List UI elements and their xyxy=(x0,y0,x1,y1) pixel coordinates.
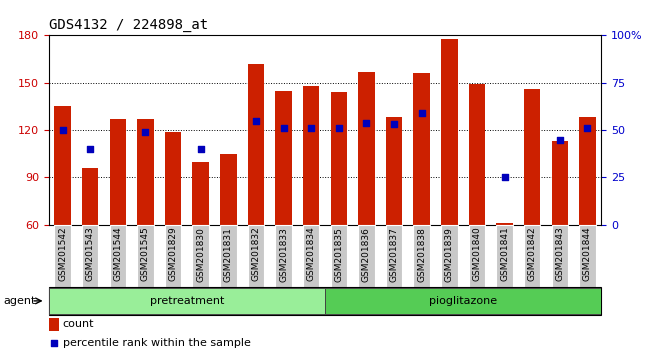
Text: GSM201842: GSM201842 xyxy=(528,227,537,281)
Point xyxy=(251,118,261,124)
Text: GSM201840: GSM201840 xyxy=(473,227,482,281)
Text: pretreatment: pretreatment xyxy=(150,296,224,306)
Point xyxy=(278,125,289,131)
Bar xyxy=(49,318,58,331)
Bar xyxy=(165,132,181,225)
Bar xyxy=(551,225,568,287)
Bar xyxy=(54,107,71,225)
Bar xyxy=(469,225,485,287)
Text: pioglitazone: pioglitazone xyxy=(429,296,497,306)
Point xyxy=(389,121,399,127)
Text: GSM201844: GSM201844 xyxy=(583,227,592,281)
Bar xyxy=(385,225,402,287)
Bar xyxy=(524,225,541,287)
Bar xyxy=(551,141,568,225)
Bar xyxy=(330,92,347,225)
Bar xyxy=(137,119,154,225)
Point xyxy=(85,146,96,152)
Bar xyxy=(469,84,485,225)
Bar xyxy=(413,225,430,287)
Text: GSM201829: GSM201829 xyxy=(168,227,177,281)
Bar xyxy=(358,225,374,287)
Point xyxy=(306,125,317,131)
Text: GSM201545: GSM201545 xyxy=(141,227,150,281)
Point xyxy=(196,146,206,152)
Point xyxy=(554,137,565,142)
Text: GSM201542: GSM201542 xyxy=(58,227,67,281)
Bar xyxy=(109,119,126,225)
Bar xyxy=(325,288,601,314)
Text: GSM201843: GSM201843 xyxy=(555,227,564,281)
Bar xyxy=(303,225,319,287)
Bar xyxy=(441,39,458,225)
Text: percentile rank within the sample: percentile rank within the sample xyxy=(62,338,250,348)
Text: GSM201841: GSM201841 xyxy=(500,227,509,281)
Text: GSM201831: GSM201831 xyxy=(224,227,233,281)
Bar xyxy=(109,225,126,287)
Text: GSM201839: GSM201839 xyxy=(445,227,454,281)
Point xyxy=(417,110,427,116)
Point xyxy=(582,125,593,131)
Bar xyxy=(497,225,513,287)
Text: GDS4132 / 224898_at: GDS4132 / 224898_at xyxy=(49,18,208,32)
Bar xyxy=(220,154,237,225)
Bar xyxy=(276,225,292,287)
Bar xyxy=(248,64,264,225)
Text: GSM201544: GSM201544 xyxy=(113,227,122,281)
Bar xyxy=(82,168,99,225)
Bar xyxy=(385,118,402,225)
Text: agent: agent xyxy=(3,296,36,306)
Bar xyxy=(497,223,513,225)
Point xyxy=(333,125,344,131)
Text: GSM201836: GSM201836 xyxy=(362,227,371,281)
Bar xyxy=(524,89,541,225)
Text: GSM201837: GSM201837 xyxy=(389,227,398,281)
Bar xyxy=(192,225,209,287)
Bar xyxy=(579,118,595,225)
Bar xyxy=(276,91,292,225)
Text: count: count xyxy=(62,319,94,329)
Bar xyxy=(579,225,595,287)
Point xyxy=(499,175,510,180)
Text: GSM201838: GSM201838 xyxy=(417,227,426,281)
Bar xyxy=(303,86,319,225)
Point xyxy=(361,120,372,125)
Point xyxy=(57,127,68,133)
Point xyxy=(49,340,59,346)
Bar xyxy=(330,225,347,287)
Bar xyxy=(54,225,71,287)
Bar xyxy=(165,225,181,287)
Text: GSM201835: GSM201835 xyxy=(334,227,343,281)
Bar xyxy=(82,225,99,287)
Text: GSM201543: GSM201543 xyxy=(86,227,95,281)
Bar xyxy=(248,225,264,287)
Bar xyxy=(137,225,154,287)
Bar xyxy=(441,225,458,287)
Text: GSM201830: GSM201830 xyxy=(196,227,205,281)
Bar xyxy=(220,225,237,287)
Text: GSM201833: GSM201833 xyxy=(279,227,288,281)
Text: GSM201834: GSM201834 xyxy=(307,227,316,281)
Text: GSM201832: GSM201832 xyxy=(252,227,261,281)
Bar xyxy=(49,288,325,314)
Bar xyxy=(358,72,374,225)
Bar xyxy=(192,162,209,225)
Bar xyxy=(413,73,430,225)
Point xyxy=(140,129,151,135)
